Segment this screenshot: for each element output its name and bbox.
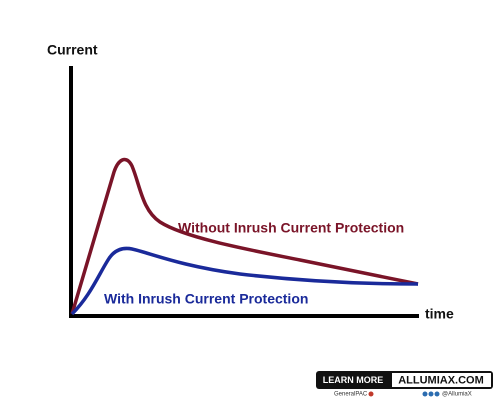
curve-without-protection — [70, 157, 419, 315]
footer-note: GeneralPAC — [334, 392, 368, 398]
curve-with-protection — [70, 246, 419, 316]
site-box — [392, 373, 491, 387]
icon — [428, 391, 434, 397]
curve-label: With Inrush Current Protection — [104, 291, 308, 307]
icon — [422, 391, 428, 397]
icon — [368, 391, 374, 397]
icon — [434, 391, 440, 397]
y-axis-label: Current — [47, 42, 98, 58]
learn-more[interactable]: LEARN MORE — [323, 375, 384, 385]
footer-note: @AllumiaX — [442, 392, 472, 398]
site-link[interactable]: ALLUMIAX.COM — [398, 374, 484, 386]
curve-label: Without Inrush Current Protection — [178, 220, 404, 236]
x-axis-label: time — [425, 306, 454, 322]
